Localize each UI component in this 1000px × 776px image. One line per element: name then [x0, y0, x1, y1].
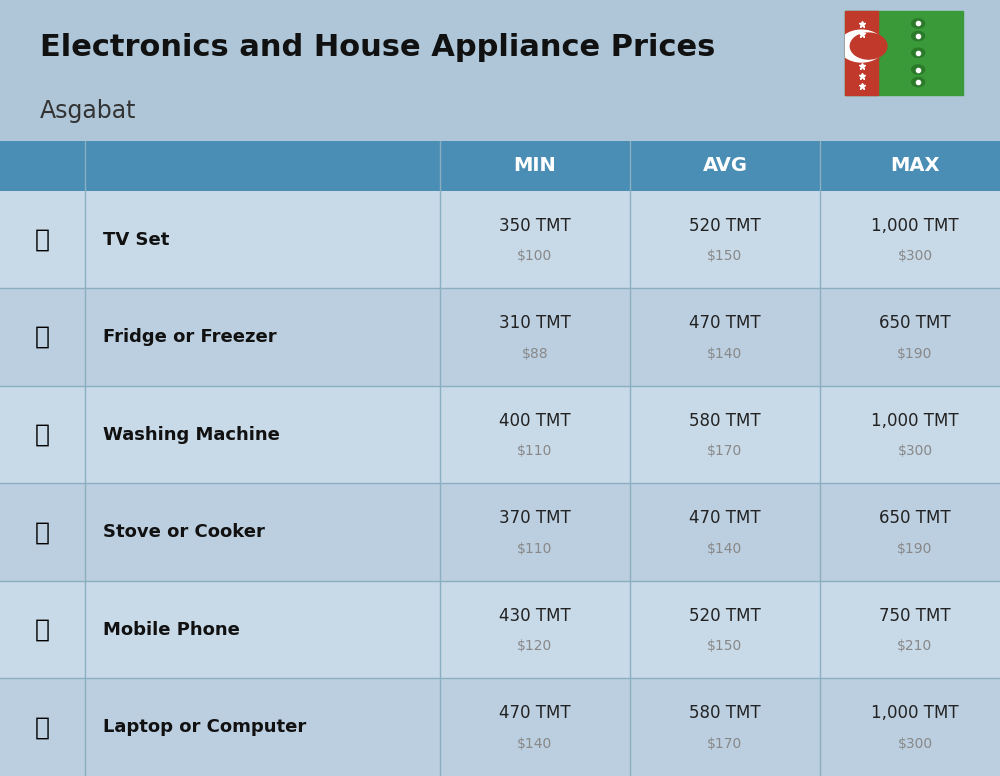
Bar — [0, 386, 85, 483]
Bar — [845, 11, 878, 95]
Bar — [0, 191, 1000, 289]
Circle shape — [839, 30, 884, 62]
Text: 350 TMT: 350 TMT — [499, 217, 571, 234]
Text: 💻: 💻 — [35, 715, 50, 740]
Text: Washing Machine: Washing Machine — [103, 425, 280, 444]
Text: 📺: 📺 — [35, 227, 50, 251]
Text: AVG: AVG — [702, 157, 748, 175]
Text: 470 TMT: 470 TMT — [689, 509, 761, 527]
Text: $110: $110 — [517, 542, 553, 556]
Text: $110: $110 — [517, 444, 553, 458]
Text: $300: $300 — [897, 444, 933, 458]
Bar — [0, 483, 1000, 581]
Text: 430 TMT: 430 TMT — [499, 607, 571, 625]
Bar — [0, 678, 85, 776]
Text: 520 TMT: 520 TMT — [689, 607, 761, 625]
Bar — [0, 581, 85, 678]
Text: 1,000 TMT: 1,000 TMT — [871, 217, 959, 234]
Text: Stove or Cooker: Stove or Cooker — [103, 523, 265, 541]
Text: 🍳: 🍳 — [35, 520, 50, 544]
Text: $100: $100 — [517, 249, 553, 263]
Circle shape — [912, 78, 925, 87]
Text: 1,000 TMT: 1,000 TMT — [871, 411, 959, 430]
Bar — [0, 141, 1000, 191]
Text: 400 TMT: 400 TMT — [499, 411, 571, 430]
Circle shape — [912, 19, 925, 28]
Text: Fridge or Freezer: Fridge or Freezer — [103, 328, 277, 346]
Text: 470 TMT: 470 TMT — [689, 314, 761, 332]
Circle shape — [912, 31, 925, 40]
Circle shape — [912, 65, 925, 74]
Text: 🧊: 🧊 — [35, 325, 50, 349]
Text: Asgabat: Asgabat — [40, 99, 136, 123]
Text: $120: $120 — [517, 639, 553, 653]
Text: $150: $150 — [707, 249, 743, 263]
Text: $140: $140 — [517, 736, 553, 750]
Text: $150: $150 — [707, 639, 743, 653]
Text: $170: $170 — [707, 444, 743, 458]
Bar — [0, 289, 1000, 386]
Text: $170: $170 — [707, 736, 743, 750]
Text: 520 TMT: 520 TMT — [689, 217, 761, 234]
Text: 310 TMT: 310 TMT — [499, 314, 571, 332]
Text: 470 TMT: 470 TMT — [499, 705, 571, 722]
Bar — [0, 386, 1000, 483]
Bar — [0, 678, 1000, 776]
Text: 📱: 📱 — [35, 618, 50, 642]
Text: $140: $140 — [707, 347, 743, 361]
Text: 750 TMT: 750 TMT — [879, 607, 951, 625]
Text: Electronics and House Appliance Prices: Electronics and House Appliance Prices — [40, 33, 715, 61]
Text: 650 TMT: 650 TMT — [879, 509, 951, 527]
Bar — [0, 191, 85, 289]
Text: Laptop or Computer: Laptop or Computer — [103, 719, 306, 736]
Text: $88: $88 — [522, 347, 548, 361]
Circle shape — [850, 33, 887, 59]
Text: Mobile Phone: Mobile Phone — [103, 621, 240, 639]
Text: $300: $300 — [897, 736, 933, 750]
Text: TV Set: TV Set — [103, 230, 169, 248]
Bar — [0, 483, 85, 581]
Text: 580 TMT: 580 TMT — [689, 705, 761, 722]
Text: 650 TMT: 650 TMT — [879, 314, 951, 332]
Text: $300: $300 — [897, 249, 933, 263]
Text: $190: $190 — [897, 542, 933, 556]
Text: MAX: MAX — [890, 157, 940, 175]
Text: $190: $190 — [897, 347, 933, 361]
Text: 580 TMT: 580 TMT — [689, 411, 761, 430]
Circle shape — [912, 48, 925, 57]
Text: $140: $140 — [707, 542, 743, 556]
Text: 🫧: 🫧 — [35, 423, 50, 447]
Bar — [0, 581, 1000, 678]
Text: 1,000 TMT: 1,000 TMT — [871, 705, 959, 722]
Bar — [0, 289, 85, 386]
Text: $210: $210 — [897, 639, 933, 653]
Text: 370 TMT: 370 TMT — [499, 509, 571, 527]
Text: MIN: MIN — [514, 157, 556, 175]
